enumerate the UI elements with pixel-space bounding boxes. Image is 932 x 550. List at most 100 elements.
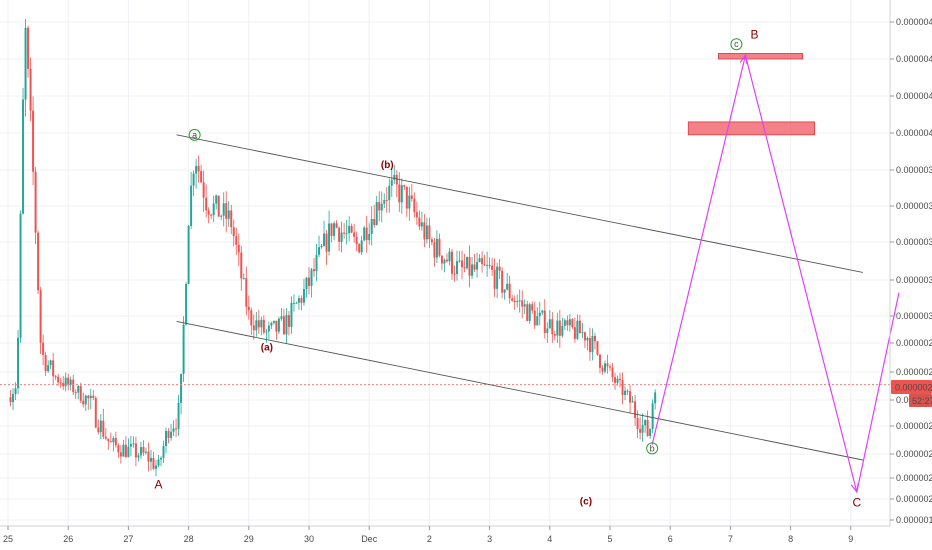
candle-body [368,233,371,241]
price-tick-label: 0.00000190 [896,515,932,525]
candle-body [22,99,25,214]
candle-body [571,319,574,328]
candle-body [611,367,614,378]
candle-body [626,390,629,392]
candle-body [14,388,17,395]
candle-body [202,182,205,198]
candle-body [561,325,564,336]
candle-body [390,179,393,186]
candle-body [287,315,290,327]
candle-body [395,174,398,185]
candle-body [152,457,155,469]
candle-body [428,225,431,240]
candle-body [566,320,569,326]
wave-labels: A (a) (b) (c) B Ca b c [154,28,861,510]
candle-body [418,217,421,227]
candle-body [333,223,336,236]
candle-body [478,258,481,263]
candle-body [92,395,95,398]
candle-body [117,445,120,453]
time-tick-label: 29 [244,534,254,544]
candle-body [606,363,609,367]
candle-body [59,382,62,384]
candle-body [175,428,178,430]
candle-body [358,244,361,253]
target-zone [687,121,816,136]
wave-label: (c) [580,497,592,508]
candle-body [165,430,168,446]
candle-body [619,378,622,381]
candle-body [631,401,634,403]
candle-body [551,319,554,335]
candle-body [348,225,351,234]
candle-body [523,304,526,307]
candle-body [142,447,145,453]
current-price-tag: 0.00000261 52:27 [891,380,932,407]
candle-body [415,212,418,218]
candle-body [180,373,183,403]
candle-body [533,310,536,326]
time-axis: 25 26 27 28 29 30 Dec 2 3 4 5 6 7 8 9 [3,526,853,544]
candle-body [400,185,403,203]
price-tick-label: 0.00000240 [896,421,932,431]
candle-body [277,318,280,332]
candle-body [54,376,57,378]
candle-body [553,334,556,336]
candle-body [541,310,544,313]
candle-body [440,255,443,264]
candle-body [62,383,65,387]
candle-body [609,366,611,368]
candle-body [383,200,386,204]
candle-body [232,227,235,237]
candle-body [157,459,160,466]
candle-body [37,232,40,291]
candle-body [596,341,599,355]
circled-label: a [192,130,197,140]
candle-body [99,420,102,433]
candle-body [197,166,200,172]
candle-body [568,319,571,326]
candle-body [343,232,346,234]
candle-body [363,227,366,241]
candle-body [265,331,268,333]
candle-body [207,210,210,215]
candle-body [501,270,504,293]
circled-label-ring [646,442,659,455]
candle-body [79,385,82,401]
candle-body [360,240,363,253]
channel-line [176,134,863,273]
candle-body [17,337,20,389]
wave-label: B [750,28,758,42]
candle-body [84,395,87,405]
candle-body [430,239,433,243]
candle-body [260,319,263,328]
candle-body [624,390,627,395]
candle-body [375,202,378,225]
candle-body [235,236,238,245]
time-tick-label: 5 [607,534,612,544]
countdown-tag-label: 52:27 [912,396,932,406]
candle-body [350,225,353,233]
candle-body [247,306,250,311]
candle-body [285,315,288,335]
candle-body [365,227,368,241]
candle-body [210,214,213,216]
candle-body [450,251,453,274]
candle-body [162,445,165,458]
candle-body [398,184,401,203]
candle-body [154,465,157,469]
candle-body [52,360,55,377]
candle-body [323,233,326,246]
candle-body [185,283,188,325]
candle-body [122,444,125,457]
candle-body [513,300,516,303]
candle-body [506,283,509,290]
candle-body [563,320,566,326]
candle-body [526,304,529,321]
candle-body [282,316,285,335]
time-tick-label: 26 [63,534,73,544]
candle-body [97,427,100,433]
candle-body [373,218,376,225]
candle-body [629,391,632,403]
